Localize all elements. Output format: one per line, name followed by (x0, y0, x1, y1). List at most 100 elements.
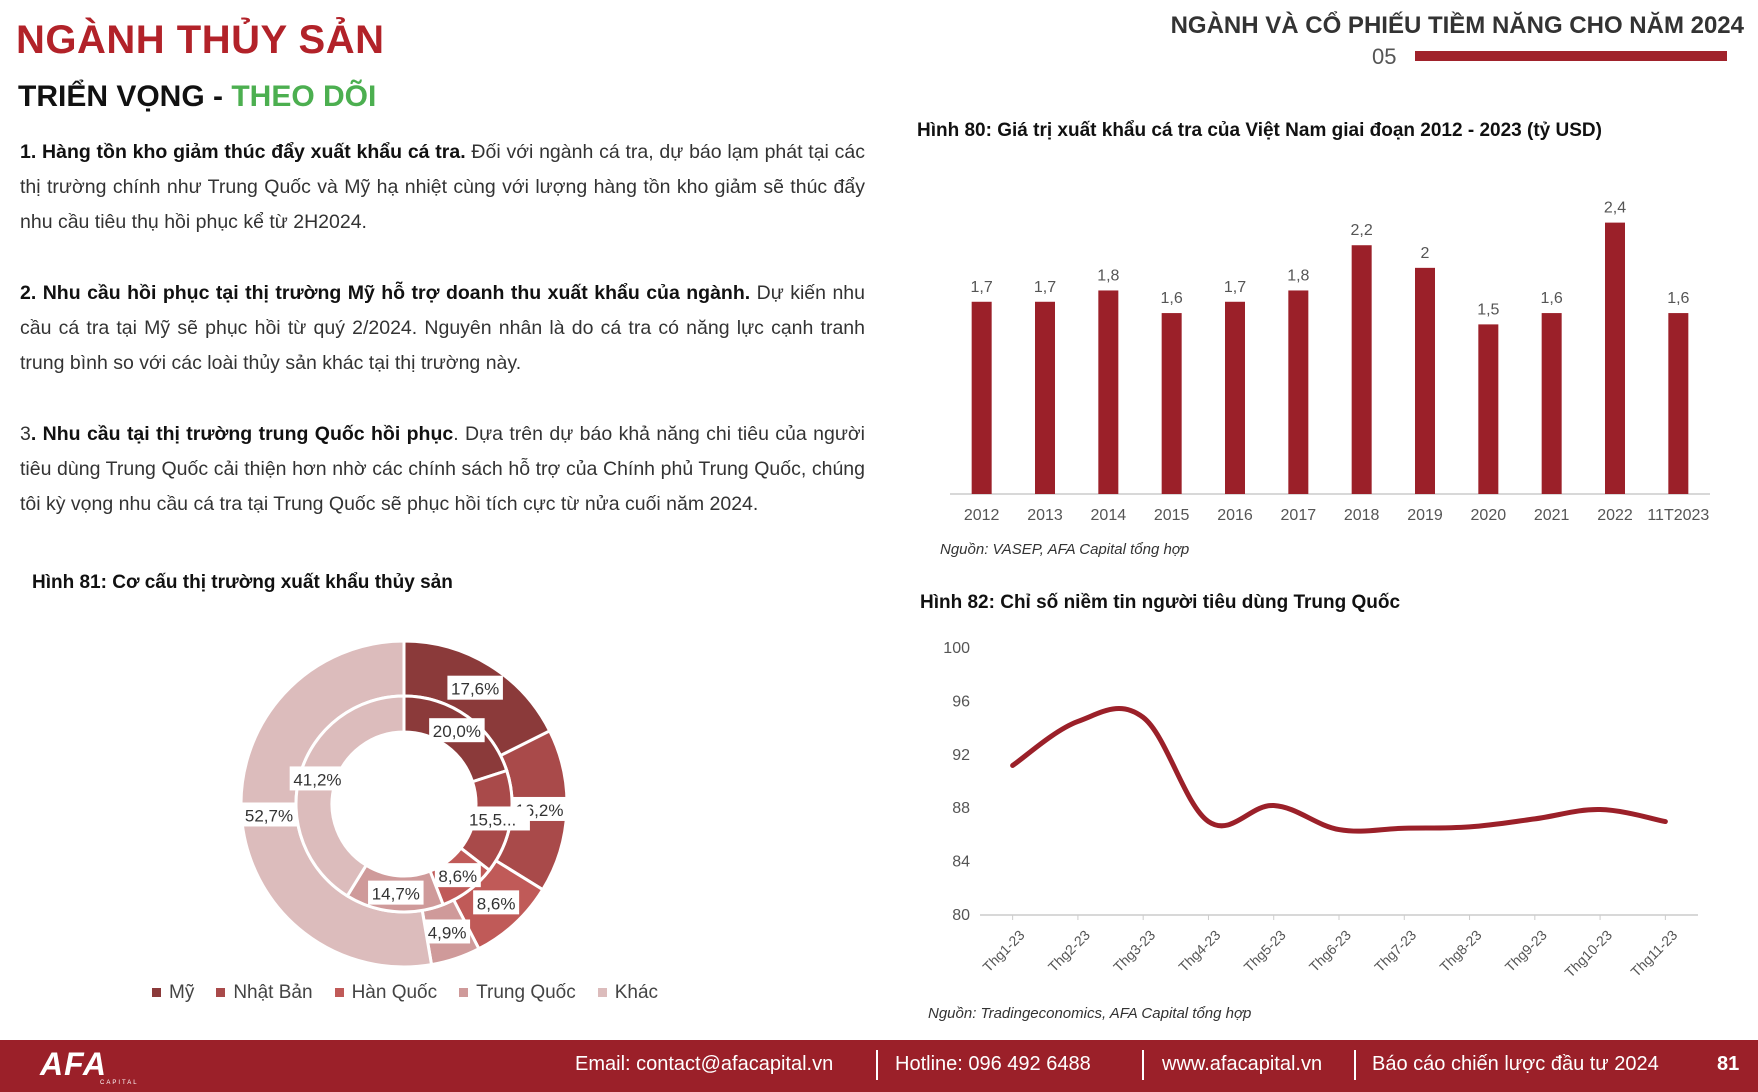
fig82-y-tick-label: 96 (952, 693, 970, 710)
paragraph-2-body: Dự kiến nhu cầu cá tra tại Mỹ sẽ phục hồ… (20, 282, 865, 374)
fig80-bar (1225, 301, 1245, 494)
fig80-source: Nguồn: VASEP, AFA Capital tổng hợp (940, 541, 1190, 558)
fig82-y-tick-label: 84 (952, 854, 970, 871)
fig80-data-label: 1,7 (1224, 279, 1246, 296)
paragraph-2: 2. Nhu cầu hồi phục tại thị trường Mỹ hỗ… (20, 276, 865, 381)
paragraph-3-heading: . Nhu cầu tại thị trường trung Quốc hồi … (30, 423, 454, 445)
fig82-x-tick-label: Thg3-23 (1110, 927, 1158, 975)
fig82-x-tick-label: Thg1-23 (979, 927, 1027, 975)
footer-email[interactable]: Email: contact@afacapital.vn (575, 1053, 834, 1075)
fig81-data-label: 15,5... (469, 810, 516, 829)
fig82-x-tick-label: Thg5-23 (1241, 927, 1289, 975)
afa-logo: AFA (40, 1046, 107, 1082)
fig80-bar (1351, 245, 1372, 494)
footer-bar: AFA CAPITAL Email: contact@afacapital.vn… (0, 1040, 1758, 1092)
fig80-tick-label: 2021 (1534, 507, 1570, 524)
legend-swatch (216, 988, 226, 998)
fig81-label-box (473, 890, 520, 915)
fig80-tick-label: 2022 (1597, 507, 1633, 524)
paragraph-3: 3. Nhu cầu tại thị trường trung Quốc hồi… (20, 417, 865, 522)
fig80-bar (1668, 313, 1689, 494)
footer-hotline: Hotline: 096 492 6488 (895, 1053, 1091, 1075)
fig81-label-box (368, 880, 424, 905)
fig81-data-label: 52,7% (245, 806, 293, 825)
fig82-x-tick-label: Thg7-23 (1371, 927, 1419, 975)
paragraph-1-heading: 1. Hàng tồn kho giảm thúc đẩy xuất khẩu … (20, 141, 466, 163)
fig82-x-tick-label: Thg8-23 (1436, 927, 1484, 975)
footer-divider (1354, 1050, 1356, 1080)
paragraph-3-body: . Dựa trên dự báo khả năng chi tiêu của … (20, 423, 865, 515)
fig80-data-label: 1,8 (1097, 267, 1119, 284)
fig80-title: Hình 80: Giá trị xuất khẩu cá tra của Vi… (917, 120, 1602, 141)
fig82-line-chart: 80 84 88 92 96 100 Thg1-23 Thg2-23 Thg3-23 Thg4-2… (943, 640, 1698, 981)
fig80-tick-label: 2017 (1281, 507, 1317, 524)
fig80-tick-label: 2020 (1471, 507, 1507, 524)
fig82-x-tick-label: Thg2-23 (1045, 927, 1093, 975)
legend-swatch (597, 988, 607, 998)
fig82-y-tick-label: 88 (952, 800, 970, 817)
fig80-data-label: 1,6 (1667, 290, 1689, 307)
header-accent-bar (1415, 51, 1727, 61)
fig80-data-label: 1,6 (1541, 290, 1563, 307)
fig80-bar (971, 301, 992, 494)
footer-divider (1142, 1050, 1144, 1080)
fig81-legend-item: Hàn Quốc (334, 982, 437, 1004)
footer-website[interactable]: www.afacapital.vn (1162, 1053, 1323, 1075)
fig80-data-label: 2,2 (1351, 222, 1373, 239)
fig80-tick-label: 2014 (1091, 507, 1127, 524)
fig81-label-box (241, 802, 297, 827)
legend-label: Khác (614, 982, 659, 1003)
legend-label: Trung Quốc (476, 982, 576, 1003)
outlook-status: THEO DÕI (231, 80, 377, 113)
fig81-data-label: 17,6% (451, 680, 499, 699)
fig80-tick-label: 2013 (1027, 507, 1063, 524)
fig81-label-box (447, 675, 503, 700)
fig81-label-box (434, 863, 481, 888)
fig80-tick-label: 11T2023 (1647, 507, 1709, 524)
sector-title: NGÀNH THỦY SẢN (16, 18, 385, 62)
fig80-bar-chart: 1,7 2012 1,7 2013 1,8 2014 1,6 2015 1,7 2016 1,8 20… (950, 200, 1710, 524)
fig80-tick-label: 2018 (1344, 507, 1380, 524)
footer-divider (876, 1050, 878, 1080)
fig80-data-label: 1,7 (1034, 279, 1056, 296)
fig82-x-tick-label: Thg10-23 (1561, 927, 1615, 981)
fig82-x-tick-label: Thg11-23 (1627, 927, 1680, 980)
fig82-x-tick-label: Thg4-23 (1175, 927, 1223, 975)
fig82-y-tick-label: 92 (952, 747, 970, 764)
fig82-y-tick-label: 80 (952, 907, 970, 924)
fig82-source: Nguồn: Tradingeconomics, AFA Capital tổn… (928, 1005, 1252, 1022)
fig81-donut-chart: 17,6%16,2%8,6%4,9%52,7%20,0%15,5...8,6%1… (239, 639, 569, 969)
legend-swatch (459, 988, 469, 998)
outlook-prefix: TRIỂN VỌNG - (18, 80, 232, 113)
fig80-bar (1035, 301, 1055, 494)
fig80-bar (1288, 290, 1309, 494)
fig80-data-label: 1,7 (971, 279, 993, 296)
fig81-legend-item: Khác (597, 982, 659, 1004)
fig81-legend-item: Nhật Bản (216, 982, 313, 1004)
fig80-tick-label: 2016 (1217, 507, 1253, 524)
fig80-data-label: 1,5 (1477, 301, 1499, 318)
fig81-data-label: 14,7% (372, 885, 420, 904)
footer-report-name: Báo cáo chiến lược đầu tư 2024 (1372, 1053, 1659, 1075)
fig80-tick-label: 2019 (1407, 507, 1443, 524)
fig80-tick-label: 2015 (1154, 507, 1190, 524)
report-title: NGÀNH VÀ CỔ PHIẾU TIỀM NĂNG CHO NĂM 2024 (1170, 12, 1744, 39)
fig80-tick-label: 2012 (964, 507, 1000, 524)
fig82-series-line (1010, 706, 1668, 834)
fig80-bar (1161, 313, 1182, 494)
fig81-data-label: 8,6% (438, 867, 477, 886)
fig82-x-tick-label: Thg9-23 (1502, 927, 1550, 975)
fig81-label-box (424, 919, 471, 944)
footer-page-number: 81 (1717, 1053, 1740, 1075)
fig82-title: Hình 82: Chỉ số niềm tin người tiêu dùng… (920, 592, 1401, 613)
fig81-title: Hình 81: Cơ cấu thị trường xuất khẩu thủ… (32, 572, 453, 593)
fig81-label-box (429, 718, 485, 743)
fig80-bar (1478, 324, 1499, 494)
fig81-legend-item: Mỹ (152, 982, 194, 1004)
fig80-data-label: 2 (1421, 245, 1430, 262)
fig81-legend-item: Trung Quốc (459, 982, 576, 1004)
paragraph-1: 1. Hàng tồn kho giảm thúc đẩy xuất khẩu … (20, 135, 865, 240)
fig82-x-tick-label: Thg6-23 (1306, 927, 1354, 975)
paragraph-2-heading: 2. Nhu cầu hồi phục tại thị trường Mỹ hỗ… (20, 282, 751, 304)
fig81-label-box (289, 766, 346, 791)
